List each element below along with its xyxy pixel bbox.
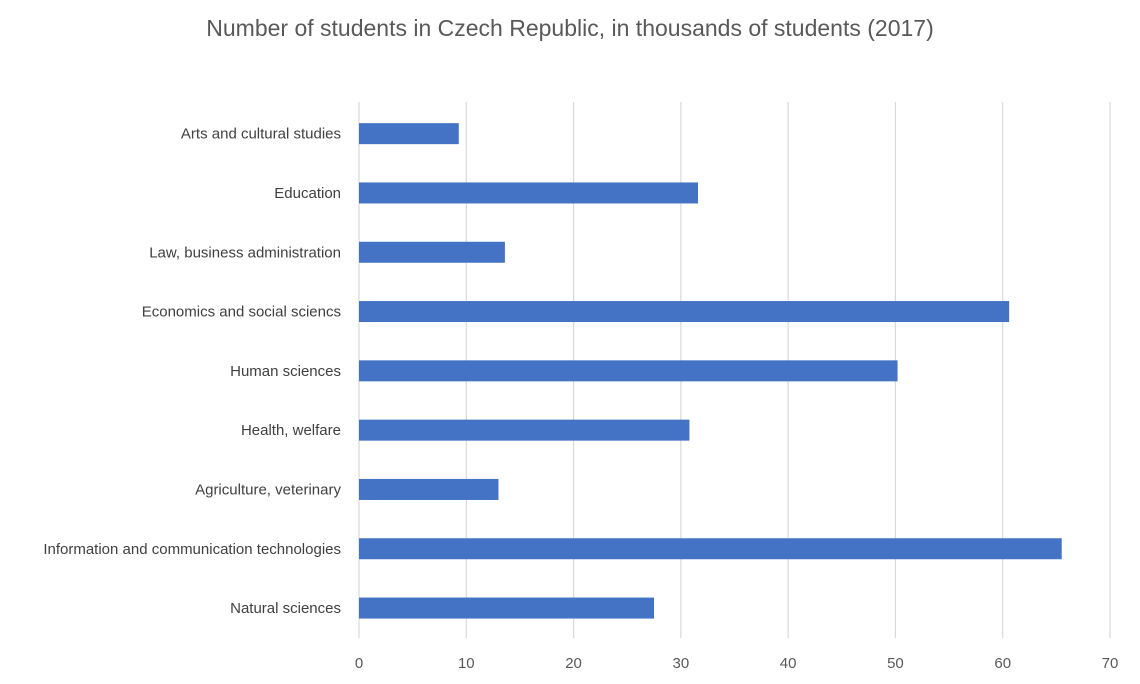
x-axis-ticks: 0 10 20 30 40 50 60 70 bbox=[355, 655, 1119, 672]
x-tick-label: 40 bbox=[780, 655, 797, 672]
category-label: Information and communication technologi… bbox=[43, 541, 341, 558]
x-tick-label: 60 bbox=[994, 655, 1011, 672]
category-label: Law, business administration bbox=[149, 244, 341, 261]
chart-title: Number of students in Czech Republic, in… bbox=[206, 15, 933, 41]
x-tick-label: 70 bbox=[1102, 655, 1119, 672]
category-label: Education bbox=[274, 185, 341, 202]
bar bbox=[359, 419, 690, 441]
x-tick-label: 20 bbox=[565, 655, 582, 672]
x-tick-label: 10 bbox=[458, 655, 475, 672]
bar bbox=[359, 301, 1010, 323]
bar bbox=[359, 597, 655, 619]
bar bbox=[359, 182, 699, 204]
category-label: Human sciences bbox=[230, 363, 341, 380]
x-tick-label: 50 bbox=[887, 655, 904, 672]
bar bbox=[359, 478, 499, 500]
category-label: Arts and cultural studies bbox=[181, 126, 341, 143]
bar bbox=[359, 241, 505, 263]
category-label: Natural sciences bbox=[230, 600, 341, 617]
bars bbox=[359, 123, 1062, 619]
category-labels: Arts and cultural studies Education Law, b… bbox=[43, 126, 341, 617]
bar bbox=[359, 360, 898, 382]
x-tick-label: 30 bbox=[673, 655, 690, 672]
x-tick-label: 0 bbox=[355, 655, 363, 672]
bar bbox=[359, 123, 459, 145]
category-label: Agriculture, veterinary bbox=[195, 481, 341, 498]
category-label: Health, welfare bbox=[241, 422, 341, 439]
category-label: Economics and social sciencs bbox=[142, 304, 341, 321]
bar bbox=[359, 538, 1062, 560]
